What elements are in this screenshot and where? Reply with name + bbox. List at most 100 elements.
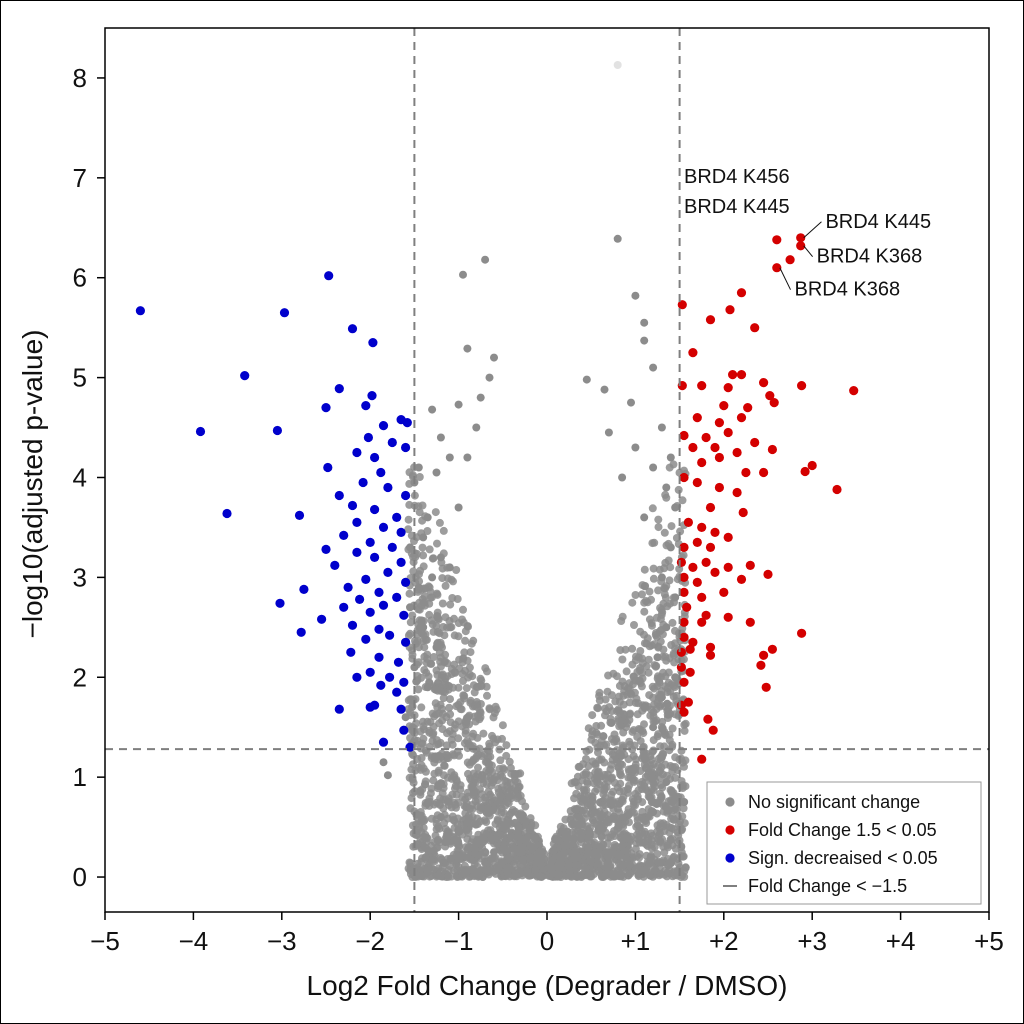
ns-cloud-point <box>653 698 662 707</box>
ns-cloud-point <box>656 604 665 612</box>
ns-cloud-point <box>464 829 473 837</box>
upregulated-point <box>723 427 733 438</box>
ns-cloud-point <box>610 827 619 835</box>
ns-point <box>582 375 591 384</box>
ns-cloud-point <box>413 672 422 680</box>
ns-cloud-point <box>473 802 482 811</box>
ns-cloud-point <box>675 565 684 573</box>
ns-cloud-point <box>439 694 448 703</box>
ns-cloud-point <box>438 564 447 573</box>
ns-cloud-point <box>619 861 628 870</box>
y-axis-title: −log10(adjusted p-value) <box>17 330 48 639</box>
ns-point <box>406 603 414 612</box>
ns-cloud-point <box>631 676 640 685</box>
ns-cloud-point <box>465 865 474 874</box>
upregulated-point <box>714 418 725 428</box>
ns-cloud-point <box>679 852 688 861</box>
ns-cloud-point <box>483 804 492 813</box>
ns-cloud-point <box>468 672 477 681</box>
ns-point <box>445 563 454 572</box>
ns-cloud-point <box>404 631 413 640</box>
upregulated-point <box>772 235 782 245</box>
ns-cloud-point <box>466 855 475 864</box>
upregulated-point <box>710 527 720 538</box>
ns-cloud-point <box>679 655 688 664</box>
ns-cloud-point <box>601 794 610 802</box>
upregulated-point <box>728 370 738 380</box>
ns-cloud-point <box>428 554 437 563</box>
downregulated-point <box>296 627 306 637</box>
ns-cloud-point <box>628 727 637 736</box>
ns-point <box>635 823 644 832</box>
ns-cloud-point <box>452 851 461 860</box>
annotation-leader <box>803 245 814 258</box>
downregulated-point <box>374 652 384 662</box>
upregulated-point <box>679 707 689 717</box>
ns-cloud-point <box>594 859 603 868</box>
ns-cloud-point <box>419 562 428 571</box>
ns-cloud-point <box>465 804 474 813</box>
ns-cloud-point <box>443 814 452 823</box>
upregulated-point <box>705 315 716 325</box>
upregulated-point <box>772 263 782 273</box>
ns-cloud-point <box>409 471 417 480</box>
ns-cloud-point <box>630 621 638 629</box>
ns-cloud-point <box>427 593 436 602</box>
ns-cloud-point <box>649 574 658 583</box>
downregulated-point <box>383 482 393 493</box>
upregulated-point <box>710 442 720 453</box>
ns-cloud-point <box>654 586 663 595</box>
upregulated-point <box>759 378 769 388</box>
ns-cloud-point <box>594 867 603 876</box>
ns-cloud-point <box>654 837 663 846</box>
ns-cloud-point <box>497 808 506 817</box>
ns-cloud-point <box>458 869 467 878</box>
ns-point <box>423 683 432 692</box>
ns-cloud-point <box>642 763 651 772</box>
ns-cloud-point <box>666 687 675 696</box>
ns-cloud-point <box>633 667 642 676</box>
downregulated-point <box>317 614 327 624</box>
downregulated-point <box>355 594 365 605</box>
ns-cloud-point <box>514 823 523 831</box>
ns-cloud-point <box>606 862 614 871</box>
ns-cloud-point <box>432 843 441 852</box>
ns-cloud-point <box>616 646 625 655</box>
ns-cloud-point <box>441 581 450 590</box>
ns-cloud-point <box>425 801 434 810</box>
ns-point <box>414 583 423 592</box>
ns-cloud-point <box>417 703 426 712</box>
upregulated-point <box>676 557 687 568</box>
ns-cloud-point <box>610 841 619 849</box>
ns-cloud-point <box>636 647 645 655</box>
ns-cloud-point <box>577 820 586 829</box>
upregulated-point <box>705 542 716 553</box>
downregulated-point <box>365 537 375 548</box>
upregulated-point <box>796 241 806 251</box>
ns-cloud-point <box>640 565 649 574</box>
upregulated-point <box>745 560 755 571</box>
y-tick-label: 0 <box>73 862 87 892</box>
upregulated-point <box>676 700 687 710</box>
downregulated-point <box>365 607 375 617</box>
upregulated-point <box>723 562 733 573</box>
ns-cloud-point <box>671 639 680 648</box>
ns-cloud-point <box>648 504 657 513</box>
ns-point <box>649 723 658 732</box>
ns-cloud-point <box>432 872 441 881</box>
ns-cloud-point <box>650 684 659 693</box>
ns-cloud-point <box>587 872 596 881</box>
ns-point <box>485 373 494 382</box>
ns-cloud-point <box>459 605 467 614</box>
upregulated-point <box>703 714 713 724</box>
ns-cloud-point <box>592 851 601 860</box>
ns-point <box>454 400 463 409</box>
ns-cloud-point <box>505 853 514 862</box>
ns-cloud-point <box>625 737 634 746</box>
ns-cloud-point <box>423 650 432 659</box>
downregulated-point <box>321 544 331 555</box>
ns-point <box>671 673 680 682</box>
upregulated-point <box>685 667 695 677</box>
ns-cloud-point <box>516 791 525 800</box>
ns-cloud-point <box>584 835 593 844</box>
